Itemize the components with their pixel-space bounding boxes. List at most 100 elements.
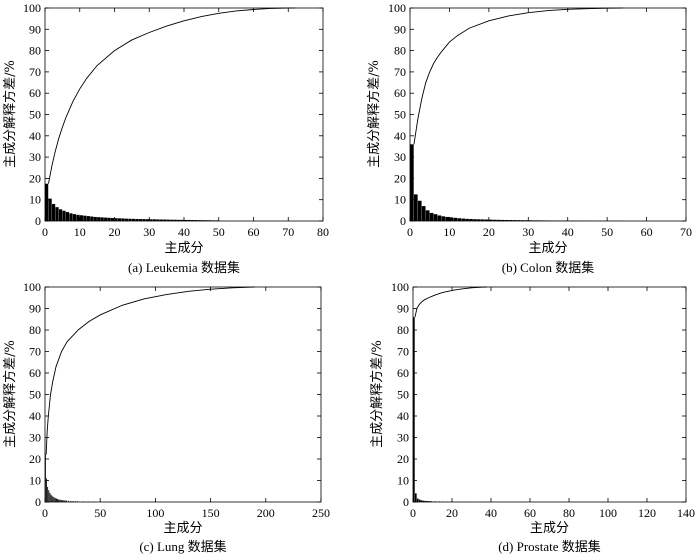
bar	[413, 194, 418, 222]
bar	[76, 214, 80, 221]
bar	[159, 219, 163, 221]
cumulative-line	[413, 7, 623, 145]
y-tick-label: 30	[29, 431, 41, 445]
bar	[441, 216, 446, 221]
y-tick-label: 50	[397, 388, 409, 402]
bar	[55, 207, 59, 221]
x-axis-label: 主成分	[163, 521, 202, 536]
bar	[124, 218, 129, 221]
bar	[63, 500, 65, 502]
bar	[177, 219, 181, 221]
bar	[449, 217, 454, 221]
x-tick-label: 50	[601, 225, 613, 239]
bar	[461, 218, 465, 221]
bar	[156, 219, 160, 221]
bar	[52, 496, 54, 502]
chart-panel-0: 0 10 20 30 40 50 60 70 80 0 10 20 30 40 50 60 70 80 90 100 主…	[2, 1, 329, 275]
x-tick-label: 0	[407, 225, 413, 239]
bar	[56, 498, 57, 502]
x-tick-label: 30	[143, 225, 155, 239]
y-tick-label: 0	[35, 495, 41, 509]
bar	[138, 219, 143, 221]
bar	[201, 220, 205, 221]
bar	[72, 501, 74, 502]
bar	[457, 218, 461, 221]
bar	[100, 217, 104, 221]
y-tick-label: 10	[29, 474, 41, 488]
bar	[190, 220, 195, 221]
x-axis-label: 主成分	[164, 241, 203, 256]
x-tick-label: 80	[317, 225, 329, 239]
y-tick-label: 60	[397, 366, 409, 380]
y-tick-label: 40	[397, 409, 409, 423]
chart-caption: (d) Prostate 数据集	[498, 539, 601, 554]
y-tick-label: 60	[29, 86, 41, 100]
bar	[121, 218, 125, 221]
chart-caption: (a) Leukemia 数据集	[128, 260, 240, 275]
bar	[62, 210, 66, 221]
x-tick-label: 80	[563, 506, 575, 520]
cumulative-line	[48, 7, 296, 184]
x-tick-label: 150	[202, 506, 220, 520]
bar	[48, 490, 50, 502]
x-tick-label: 30	[522, 225, 534, 239]
y-tick-label: 10	[29, 193, 41, 207]
bar	[83, 215, 87, 221]
bar	[61, 500, 63, 502]
bar	[50, 494, 52, 502]
x-tick-label: 100	[599, 506, 617, 520]
bar	[473, 219, 477, 221]
y-tick-label: 50	[29, 108, 41, 122]
bar	[488, 219, 493, 221]
bar	[484, 219, 489, 221]
y-tick-label: 80	[29, 323, 41, 337]
bar	[512, 220, 517, 221]
bar	[480, 219, 485, 221]
axes-frame	[44, 286, 322, 503]
bar	[79, 215, 83, 221]
y-axis-label: 主成分解释方差/%	[2, 340, 18, 448]
x-tick-label: 40	[178, 225, 190, 239]
bar	[453, 217, 458, 221]
x-tick-label: 10	[74, 225, 86, 239]
bar	[170, 219, 174, 221]
bar	[152, 219, 156, 221]
bar	[62, 500, 64, 502]
bar	[93, 216, 97, 221]
y-tick-label: 100	[388, 1, 406, 15]
bar	[508, 220, 513, 221]
chart-caption: (b) Colon 数据集	[502, 260, 594, 275]
bar	[180, 219, 184, 221]
bar	[117, 218, 122, 221]
y-tick-label: 20	[394, 171, 406, 185]
x-tick-label: 70	[282, 225, 294, 239]
axes-frame	[44, 7, 324, 222]
bar	[500, 219, 505, 221]
bar	[51, 495, 53, 502]
x-tick-label: 20	[483, 225, 495, 239]
bar	[413, 317, 415, 502]
y-tick-label: 40	[29, 409, 41, 423]
cumulative-line	[414, 286, 488, 318]
chart-panel-2: 0 50 100 150 200 2500102030405060708090100主成分…	[2, 280, 330, 554]
bar	[477, 219, 481, 221]
bar	[59, 499, 61, 502]
y-tick-label: 0	[403, 495, 409, 509]
y-tick-label: 0	[400, 214, 406, 228]
y-tick-label: 70	[397, 345, 409, 359]
bar	[173, 219, 177, 221]
bar	[197, 220, 202, 221]
bar	[74, 501, 76, 502]
bar	[58, 499, 60, 502]
bar	[469, 218, 473, 221]
bar	[45, 454, 46, 502]
bar	[516, 220, 521, 221]
y-tick-label: 20	[397, 452, 409, 466]
bar	[421, 206, 426, 221]
y-tick-label: 40	[394, 129, 406, 143]
bar	[433, 214, 438, 221]
bar	[111, 218, 115, 221]
x-tick-label: 50	[94, 506, 106, 520]
x-tick-label: 10	[443, 225, 455, 239]
